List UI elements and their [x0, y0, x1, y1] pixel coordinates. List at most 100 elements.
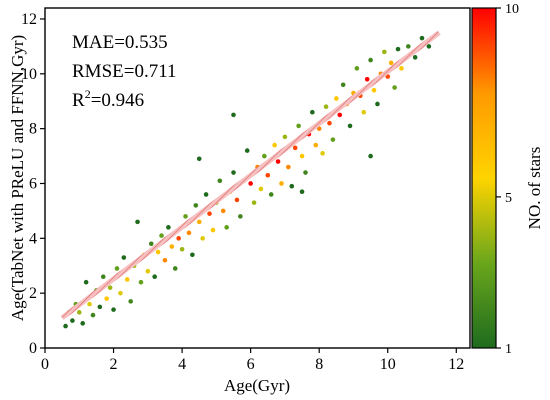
data-point	[220, 208, 226, 214]
data-point	[330, 137, 336, 142]
data-point	[179, 246, 185, 252]
data-point	[76, 310, 82, 315]
rmse-annotation: RMSE=0.711	[72, 61, 177, 82]
data-point	[347, 123, 353, 129]
x-tick-label: 8	[315, 356, 323, 373]
data-point	[111, 307, 116, 312]
x-tick-label: 2	[110, 356, 118, 373]
data-point	[224, 225, 229, 230]
data-point	[303, 170, 308, 175]
data-point	[83, 279, 89, 285]
data-point	[80, 321, 86, 326]
data-point	[200, 236, 205, 241]
y-axis-label: Age(TabNet with PReLU and FFNN,Gyr)	[8, 35, 27, 321]
y-axis-ticks: 0 2 4 6 8 10 12	[21, 11, 45, 357]
data-point	[166, 225, 171, 230]
data-point	[231, 170, 236, 175]
data-point	[316, 126, 322, 131]
data-point	[186, 230, 192, 236]
data-point	[292, 145, 298, 151]
data-point	[368, 57, 373, 63]
x-tick-label: 10	[380, 356, 396, 373]
x-tick-label: 6	[247, 356, 255, 373]
data-point	[279, 181, 284, 186]
data-point	[354, 66, 360, 71]
data-point	[406, 44, 411, 49]
reference-line	[60, 30, 441, 320]
data-point	[412, 55, 418, 60]
data-point	[203, 192, 209, 197]
data-point	[364, 76, 370, 82]
data-point	[286, 164, 291, 170]
data-point	[145, 268, 151, 274]
x-tick-label: 12	[448, 356, 464, 373]
data-point	[248, 181, 253, 186]
data-point	[128, 299, 133, 304]
data-point	[375, 101, 380, 107]
y-tick-label: 6	[29, 175, 37, 192]
data-point	[104, 296, 109, 301]
data-point	[426, 44, 432, 49]
data-point	[340, 82, 346, 88]
data-point	[70, 318, 75, 323]
x-tick-label: 4	[178, 356, 186, 373]
data-point	[87, 301, 92, 307]
data-point	[196, 156, 202, 162]
data-point	[244, 148, 250, 153]
y-tick-label: 12	[21, 11, 37, 28]
mae-annotation: MAE=0.535	[72, 32, 168, 53]
data-point	[169, 244, 175, 249]
r2-value: =0.946	[91, 90, 144, 111]
plot-frame	[44, 7, 471, 349]
data-point	[392, 85, 397, 90]
data-point	[361, 109, 367, 115]
y-tick-label: 4	[29, 230, 37, 247]
data-point	[371, 87, 377, 93]
r2-superscript: 2	[85, 87, 91, 101]
data-point	[193, 203, 199, 208]
data-point	[97, 304, 103, 310]
data-point	[100, 274, 106, 280]
reference-line-segment	[60, 30, 441, 320]
data-point	[275, 159, 281, 164]
colorbar-tick-label: 5	[505, 191, 512, 206]
y-tick-label: 0	[29, 340, 37, 357]
data-point	[118, 290, 123, 296]
data-point	[258, 186, 264, 192]
data-point	[121, 255, 127, 260]
data-point	[419, 35, 425, 41]
data-point	[176, 236, 181, 241]
colorbar-tick-label: 10	[505, 2, 519, 17]
data-point	[162, 257, 168, 263]
data-point	[114, 266, 120, 271]
data-point	[172, 266, 178, 271]
data-point	[135, 219, 140, 225]
colorbar-tick-label: 1	[505, 342, 512, 357]
data-point	[231, 112, 236, 118]
data-point	[138, 279, 144, 285]
data-point	[282, 134, 288, 140]
data-point	[268, 192, 274, 197]
x-axis-ticks: 0 2 4 6 8 10 12	[41, 348, 464, 373]
data-point	[196, 219, 202, 225]
data-point	[124, 277, 130, 282]
y-tick-label: 8	[29, 121, 37, 138]
data-point	[262, 153, 267, 159]
data-point	[382, 49, 387, 55]
data-point	[148, 241, 154, 247]
data-point	[107, 285, 113, 290]
data-point	[190, 252, 195, 258]
data-point	[299, 153, 305, 159]
data-point	[238, 214, 243, 219]
data-point	[152, 274, 157, 280]
colorbar-label: NO. of stars	[525, 147, 544, 230]
colorbar	[471, 7, 497, 349]
data-point	[399, 66, 404, 71]
data-point	[334, 96, 339, 101]
data-point	[207, 211, 212, 216]
data-point	[320, 151, 325, 156]
y-tick-label: 10	[21, 66, 37, 83]
r2-annotation: R2=0.946	[72, 87, 144, 111]
data-point	[313, 142, 319, 148]
